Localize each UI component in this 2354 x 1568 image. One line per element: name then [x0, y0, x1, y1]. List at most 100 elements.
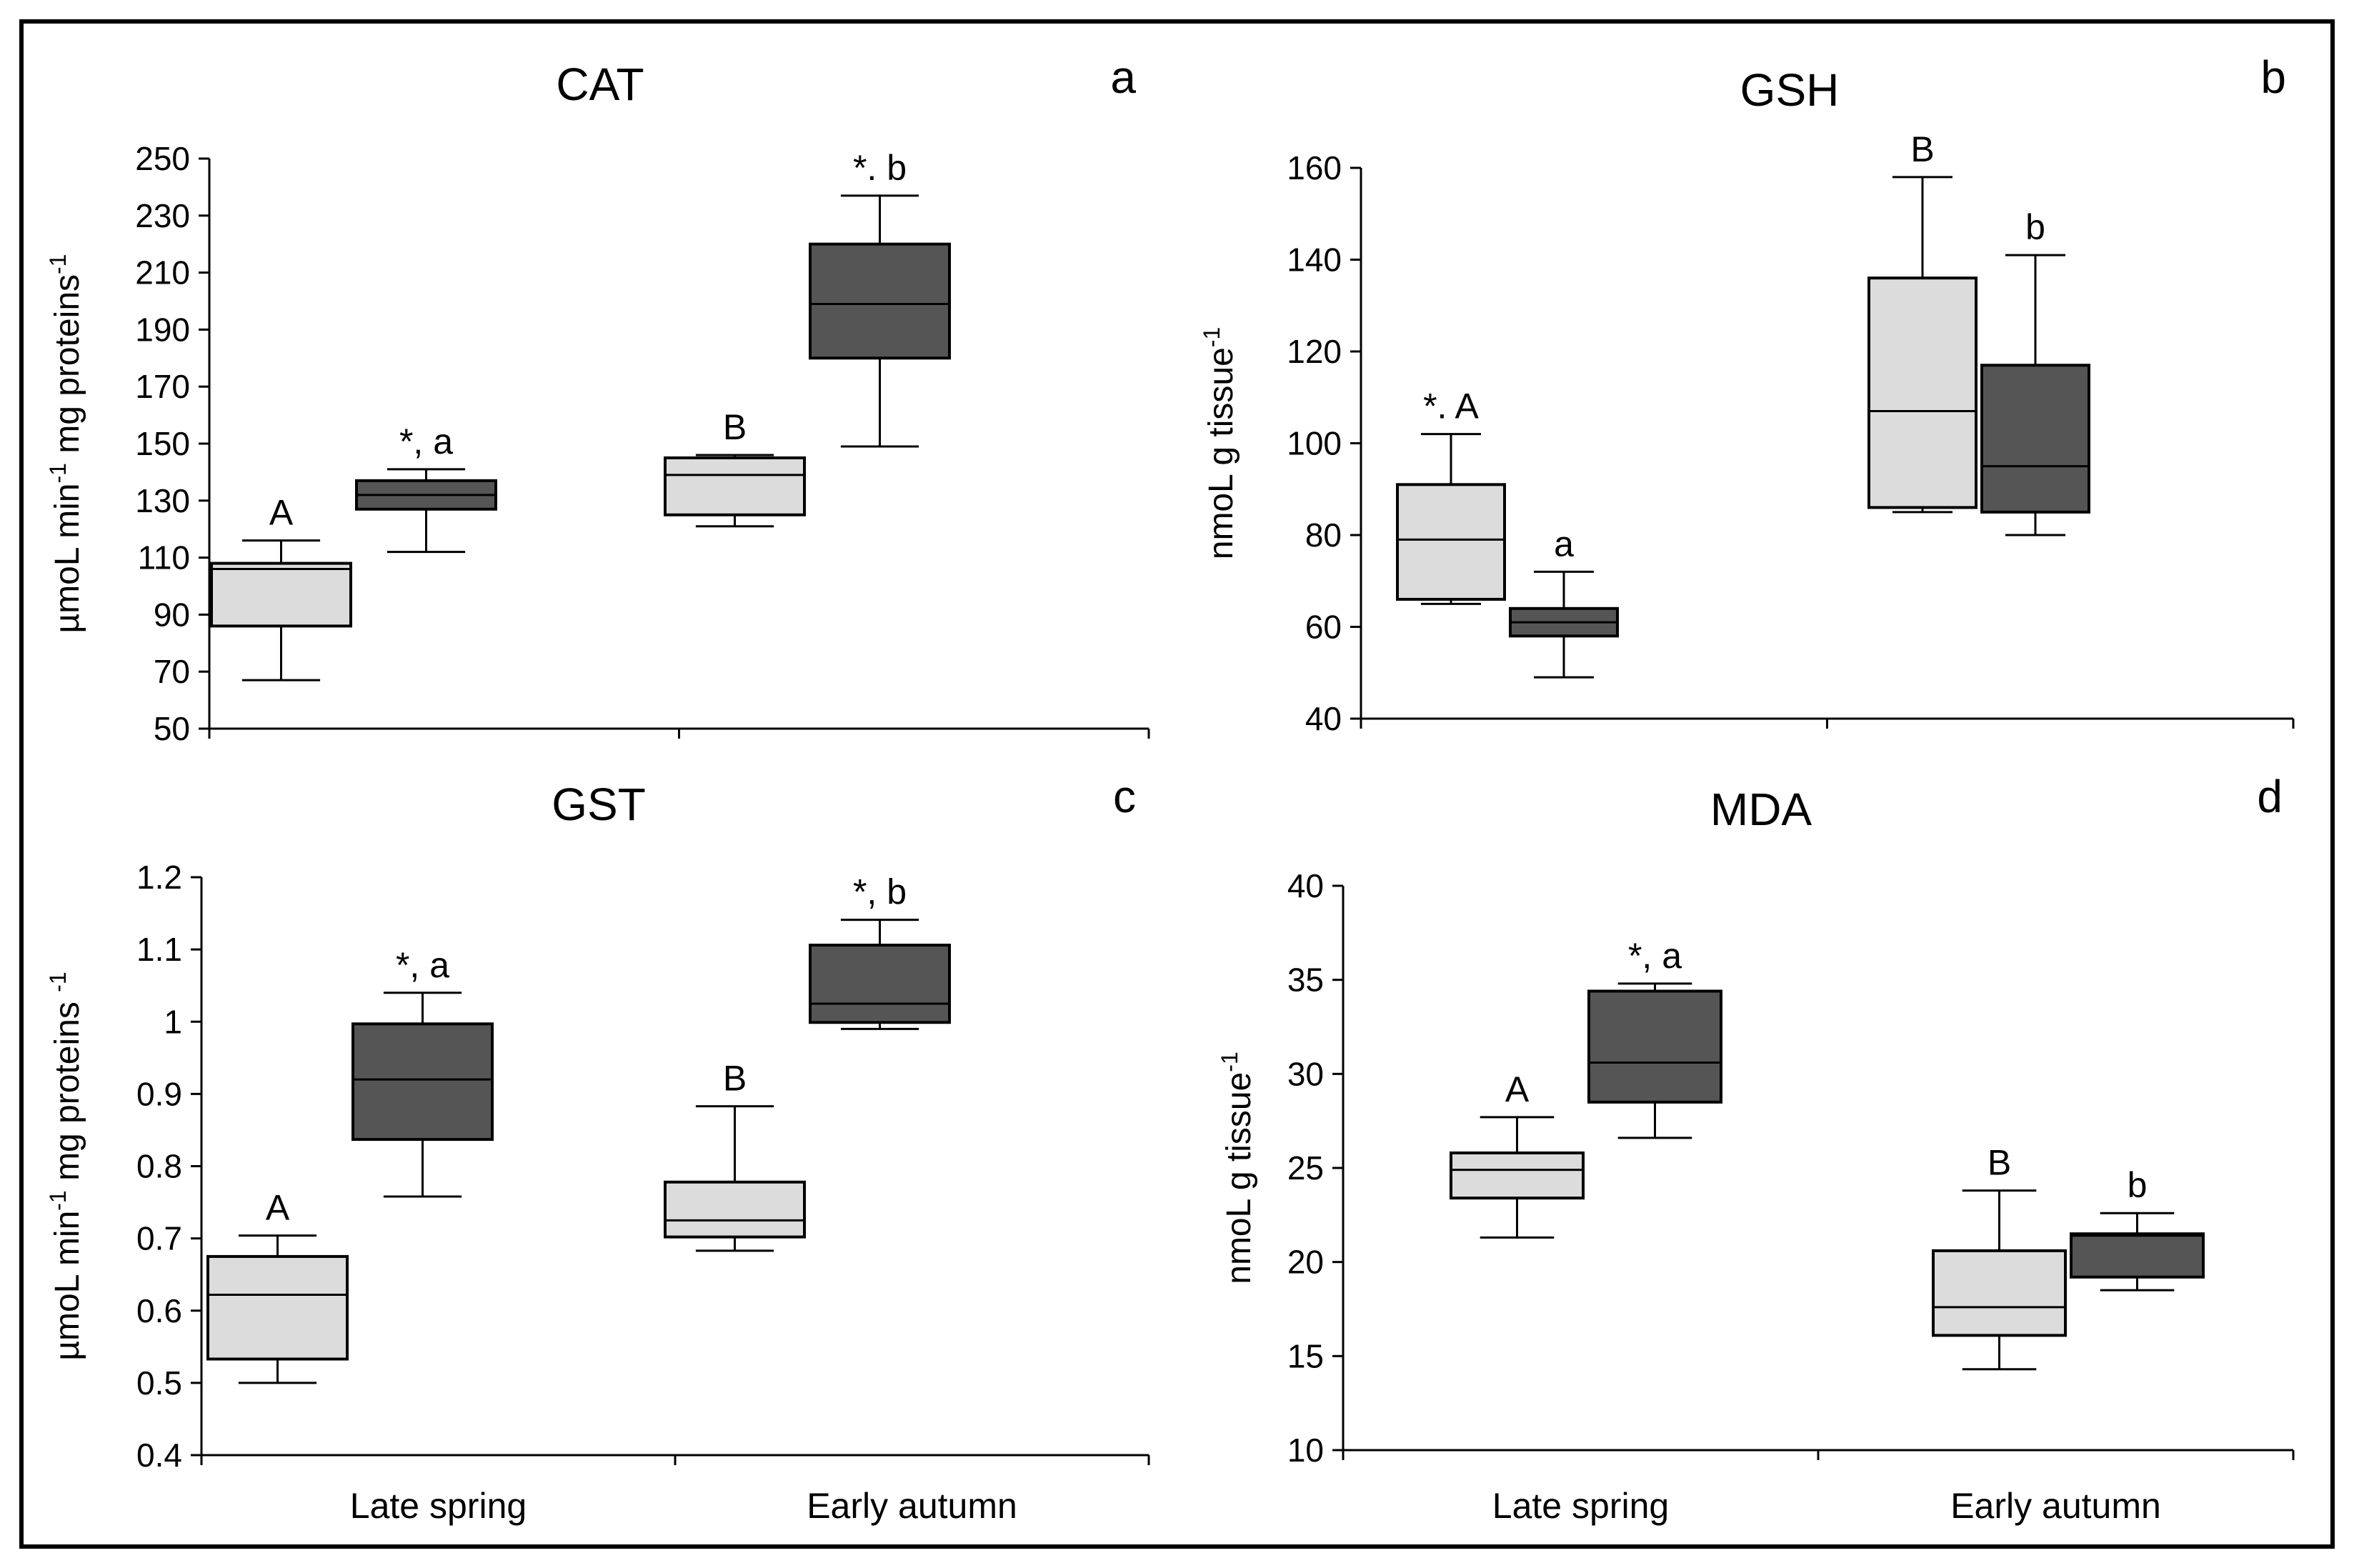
box-iqr: [210, 561, 352, 628]
significance-label: A: [269, 493, 294, 533]
y-tick-label: 190: [135, 311, 190, 348]
y-tick-label: 250: [135, 140, 190, 177]
significance-label: *. b: [853, 148, 907, 188]
significance-label: *. A: [1423, 386, 1479, 426]
y-tick-label: 0.6: [136, 1292, 182, 1329]
box-dark: *. b: [809, 148, 951, 448]
box-light: A: [210, 493, 352, 681]
chart-title: GST: [552, 779, 646, 830]
box-dark: *, a: [1587, 936, 1722, 1139]
y-tick-label: 120: [1287, 333, 1342, 370]
y-tick-label: 130: [135, 482, 190, 519]
box-light: B: [664, 407, 806, 528]
y-tick-label: 0.7: [136, 1220, 182, 1257]
box-iqr: [351, 1022, 494, 1142]
y-tick-label: 25: [1287, 1149, 1324, 1187]
y-tick-label: 110: [138, 539, 190, 576]
y-tick-label: 35: [1287, 962, 1324, 999]
y-tick-label: 0.8: [136, 1148, 182, 1185]
box-light: B: [1932, 1143, 2067, 1371]
significance-label: B: [723, 407, 747, 447]
box-dark: *, a: [355, 421, 497, 554]
chart-title: GSH: [1740, 64, 1840, 116]
y-tick-label: 50: [154, 710, 190, 747]
chart-title: MDA: [1710, 784, 1812, 835]
y-tick-label: 40: [1305, 700, 1342, 737]
panel-a: 50 70 90 110 130 150 170 190 210 230 250 CAT a µmoL m…: [45, 51, 1150, 747]
y-tick-label: 1.1: [136, 931, 182, 968]
significance-label: A: [266, 1188, 290, 1228]
chart-title: CAT: [556, 59, 644, 110]
box-iqr: [206, 1254, 349, 1361]
y-tick-label: 170: [135, 368, 190, 405]
panel-letter: b: [2260, 51, 2286, 103]
box-light: B: [1867, 129, 1978, 514]
significance-label: a: [1554, 524, 1574, 564]
box-iqr: [1980, 364, 2090, 514]
significance-label: A: [1505, 1069, 1530, 1109]
box-iqr: [809, 944, 951, 1024]
panel-letter: d: [2257, 771, 2283, 822]
y-tick-label: 0.5: [136, 1364, 182, 1402]
y-tick-label: 230: [135, 197, 190, 234]
box-iqr: [1867, 276, 1978, 509]
y-axis-label: µmoL min-1 mg proteins-1: [45, 254, 86, 634]
significance-label: B: [1910, 129, 1934, 169]
y-tick-label: 70: [154, 653, 190, 690]
y-tick-label: 160: [1287, 149, 1342, 186]
significance-label: *, a: [396, 945, 449, 985]
panel-c: 0.4 0.5 0.6 0.7 0.8 0.9 1 1.1 1.2 GST c µmoL min-1 …: [45, 771, 1150, 1526]
y-tick-label: 80: [1305, 516, 1342, 554]
y-tick-label: 100: [1287, 425, 1342, 462]
significance-label: *, a: [399, 421, 453, 461]
box-dark: b: [2070, 1165, 2205, 1292]
category-label: Early autumn: [807, 1486, 1017, 1526]
y-axis-label: nmoL g tissue-1: [1199, 327, 1240, 560]
box-dark: a: [1509, 524, 1619, 679]
y-tick-label: 1.2: [136, 859, 182, 896]
y-axis-label: µmoL min-1 mg proteins -1: [45, 972, 86, 1360]
y-tick-label: 140: [1287, 241, 1342, 279]
box-light: *. A: [1396, 386, 1506, 605]
box-dark: b: [1980, 207, 2090, 536]
significance-label: *, b: [853, 872, 907, 912]
y-tick-label: 40: [1287, 867, 1324, 904]
y-tick-label: 30: [1287, 1055, 1324, 1092]
box-light: B: [664, 1059, 806, 1252]
box-dark: *, a: [351, 945, 494, 1198]
y-tick-label: 10: [1287, 1432, 1324, 1469]
box-iqr: [1932, 1249, 2067, 1337]
y-tick-label: 1: [164, 1003, 182, 1040]
panel-letter: a: [1110, 51, 1136, 103]
box-iqr: [664, 1180, 806, 1239]
y-tick-label: 20: [1287, 1244, 1324, 1281]
box-light: A: [1450, 1069, 1585, 1239]
category-label: Early autumn: [1950, 1486, 2161, 1526]
category-label: Late spring: [350, 1486, 527, 1526]
box-iqr: [664, 456, 806, 516]
y-axis-label: nmoL g tissue-1: [1217, 1052, 1258, 1284]
significance-label: B: [1988, 1143, 2011, 1183]
y-tick-label: 90: [154, 596, 190, 633]
y-tick-label: 15: [1287, 1337, 1324, 1374]
box-iqr: [2070, 1232, 2205, 1279]
box-iqr: [1396, 483, 1506, 601]
box-light: A: [206, 1188, 349, 1384]
significance-label: b: [2025, 207, 2045, 247]
significance-label: b: [2128, 1165, 2148, 1205]
y-tick-label: 0.4: [136, 1437, 182, 1474]
y-tick-label: 210: [135, 254, 190, 291]
significance-label: B: [723, 1059, 747, 1099]
y-tick-label: 150: [135, 425, 190, 462]
panel-d: 10 15 20 25 30 35 40 MDA d nmoL g tissue-1 Late sp…: [1217, 771, 2295, 1526]
box-iqr: [1587, 989, 1722, 1104]
panel-letter: c: [1113, 771, 1136, 822]
box-iqr: [1450, 1151, 1585, 1200]
category-label: Late spring: [1492, 1486, 1669, 1526]
significance-label: *, a: [1628, 936, 1682, 976]
panel-b: 40 60 80 100 120 140 160 GSH b nmoL g tissue-1 *. …: [1199, 51, 2295, 737]
y-tick-label: 0.9: [136, 1075, 182, 1112]
box-iqr: [809, 242, 951, 360]
